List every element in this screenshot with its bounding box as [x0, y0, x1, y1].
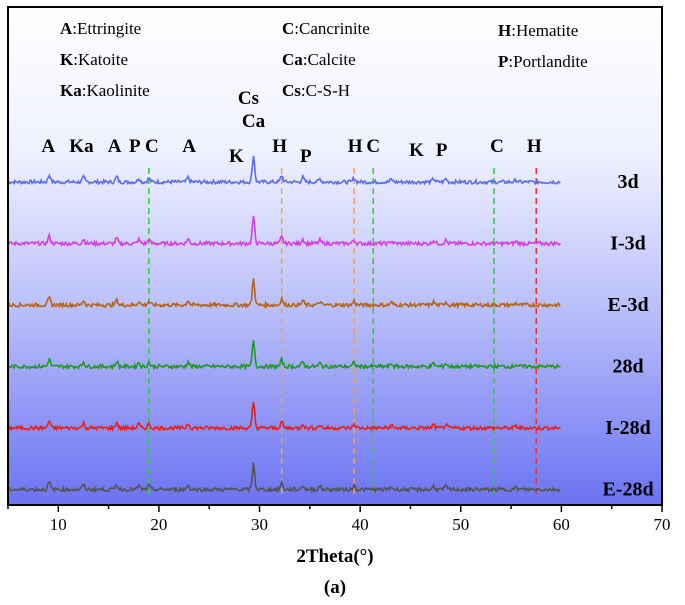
series-line-3d [8, 155, 561, 186]
sample-label: 3d [617, 171, 638, 193]
legend-entry: P:Portlandite [498, 52, 588, 71]
legend-abbr: C [282, 19, 294, 38]
series-line-e-3d [8, 278, 561, 310]
legend-abbr: K [60, 50, 74, 69]
peak-label: H [527, 136, 542, 157]
x-tick-label: 40 [352, 515, 369, 534]
legend-name: :Hematite [511, 21, 578, 40]
peak-label: Cs [238, 88, 259, 109]
sample-label: E-3d [607, 294, 648, 316]
legend-name: :Cancrinite [294, 19, 370, 38]
sample-label: I-28d [605, 417, 651, 439]
peak-label: K [229, 146, 244, 167]
legend-name: :Calcite [303, 50, 356, 69]
peak-label: C [366, 136, 380, 157]
legend: A:Ettringite K:Katoite Ka:Kaolinite C:Cancr… [60, 19, 588, 100]
peak-label: A [41, 136, 55, 157]
legend-name: :Katoite [73, 50, 128, 69]
peak-label: A [108, 136, 122, 157]
peak-label: H [272, 136, 287, 157]
legend-entry: Ca:Calcite [282, 50, 356, 69]
series-line-i-28d [8, 402, 561, 432]
x-tick-label: 30 [251, 515, 268, 534]
peak-label: P [300, 146, 312, 167]
legend-entry: H:Hematite [498, 21, 578, 40]
legend-abbr: Ca [282, 50, 303, 69]
x-axis-title: 2Theta(°) [296, 546, 373, 567]
x-tick-label: 10 [50, 515, 67, 534]
x-tick-label: 70 [654, 515, 671, 534]
legend-entry: K:Katoite [60, 50, 128, 69]
legend-entry: A:Ettringite [60, 19, 141, 38]
peak-label: P [129, 136, 141, 157]
sample-label: E-28d [602, 479, 653, 501]
series-line-28d [8, 340, 561, 371]
figure-caption: (a) [324, 577, 346, 598]
x-tick-label: 50 [452, 515, 469, 534]
plot-frame [7, 6, 663, 506]
series-line-i-3d [8, 215, 562, 248]
sample-labels: 3d I-3d E-3d 28d I-28d E-28d [602, 171, 653, 501]
legend-name: :Ettringite [72, 19, 141, 38]
x-tick-label: 20 [150, 515, 167, 534]
legend-abbr: A [60, 19, 73, 38]
peak-label: C [490, 136, 504, 157]
legend-abbr: P [498, 52, 508, 71]
peak-label: K [409, 140, 424, 161]
peak-label: P [436, 140, 448, 161]
legend-entry: C:Cancrinite [282, 19, 370, 38]
legend-abbr: Ka [60, 81, 82, 100]
peak-label: Ka [69, 136, 94, 157]
legend-name: :C-S-H [301, 81, 350, 100]
peak-label: C [145, 136, 159, 157]
series-line-e-28d [8, 462, 561, 494]
peak-label: A [182, 136, 196, 157]
reference-lines [148, 168, 537, 498]
sample-label: 28d [612, 356, 643, 378]
legend-entry: Cs:C-S-H [282, 81, 350, 100]
x-axis: 10 20 30 40 50 60 70 [7, 505, 671, 534]
peak-label: Ca [242, 111, 266, 132]
x-tick-label: 60 [553, 515, 570, 534]
legend-name: :Kaolinite [82, 81, 150, 100]
legend-entry: Ka:Kaolinite [60, 81, 150, 100]
peak-label: H [348, 136, 363, 157]
legend-abbr: Cs [282, 81, 301, 100]
sample-label: I-3d [610, 233, 646, 255]
legend-name: :Portlandite [508, 52, 587, 71]
legend-abbr: H [498, 21, 511, 40]
series-group [8, 155, 562, 494]
